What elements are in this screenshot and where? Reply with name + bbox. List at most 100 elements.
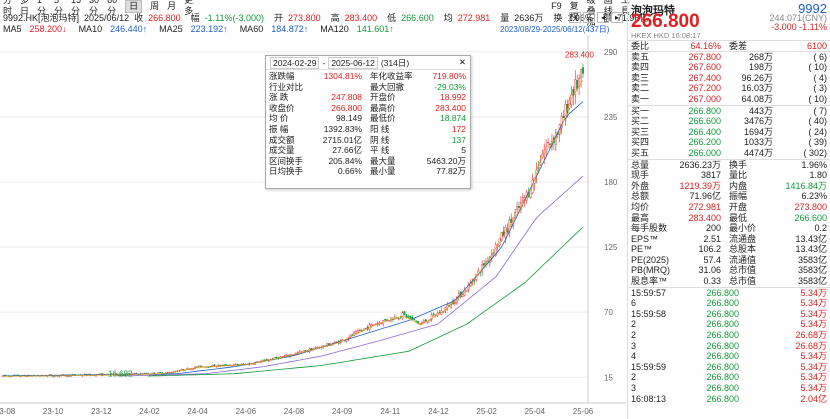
bid-row[interactable]: 买四 266.200 1033万 ( 39) xyxy=(628,137,830,148)
tab-2[interactable]: 1分 xyxy=(37,0,47,16)
stats-cell: 均价 xyxy=(631,201,650,212)
stats-cell: 2636.23万 xyxy=(679,159,721,170)
tab-0[interactable]: 分时 xyxy=(3,0,13,16)
tab-6[interactable]: 60分 xyxy=(107,0,118,16)
popup-table: 涨跌幅 1304.81% 年化收益率 719.80% 行业对比 最大回撤 -29.03% 涨 … xyxy=(266,71,470,177)
book-cell: ( 39) xyxy=(808,137,827,148)
candle-body xyxy=(364,327,367,329)
stats-table: 总量 2636.23万 换手 1.96% 现手 3817 量比 1.80 外盘 1219.39万内… xyxy=(628,158,830,287)
ask-row[interactable]: 卖二 267.200 16.03万 ( 3) xyxy=(628,83,830,94)
candle-body xyxy=(401,312,404,319)
change-pct: -1.11% xyxy=(799,22,827,32)
close-icon[interactable]: ✕ xyxy=(458,57,466,67)
tick-cell: 5.34万 xyxy=(800,308,827,319)
candle-body xyxy=(419,323,421,325)
tab-8[interactable]: 周 xyxy=(150,0,160,11)
candle-body xyxy=(421,322,423,324)
change-abs: -3.000 xyxy=(771,22,797,32)
y-tick-label: 15 xyxy=(604,373,613,382)
tick-row: 15:59:59 266.800 5.34万 xyxy=(628,362,830,373)
tool-1[interactable]: 前复权 xyxy=(569,0,579,22)
stock-code: 9992.HK[泡泡玛特] xyxy=(3,13,80,23)
candle-body xyxy=(514,212,517,219)
book-cell: 卖二 xyxy=(631,83,650,94)
book-cell: 268万 xyxy=(748,51,773,62)
stats-cell: 每手股数 xyxy=(631,223,668,234)
stats-cell: 流通盘 xyxy=(729,233,757,244)
bid-row[interactable]: 买三 266.400 1694万 ( 24) xyxy=(628,127,830,138)
tick-cell: 2.04亿 xyxy=(800,393,827,404)
stats-row: 总量 2636.23万 换手 1.96% xyxy=(628,160,830,171)
tab-5[interactable]: 30分 xyxy=(89,0,100,16)
stats-row: 现手 3817 量比 1.80 xyxy=(628,170,830,181)
tick-cell: 5.34万 xyxy=(800,351,827,362)
wei-value: 64.16% xyxy=(690,41,721,51)
tool-4[interactable]: 工具 xyxy=(620,0,630,16)
book-cell: 64.08万 xyxy=(741,93,773,104)
popup-cell: 266.800 xyxy=(331,102,362,113)
candle-body xyxy=(518,206,520,208)
y-tick-label: 290 xyxy=(604,48,618,57)
popup-row: 涨 跌 247.808 开盘价 18.992 xyxy=(266,92,470,103)
popup-cell: 收盘价 xyxy=(269,102,295,113)
tick-cell: 15:59:59 xyxy=(631,361,667,372)
popup-end-date[interactable]: 2025-06-12 xyxy=(328,56,378,69)
ma-line-ma60 xyxy=(118,175,584,377)
y-tick-label: 180 xyxy=(604,178,618,187)
chart-ctrl-button-0[interactable]: + xyxy=(569,12,581,23)
bid-row[interactable]: 买五 266.000 4474万 ( 302) xyxy=(628,148,830,159)
popup-cell: -29.03% xyxy=(434,81,466,92)
stats-cell: 总额 xyxy=(631,191,650,202)
popup-cell xyxy=(312,82,364,93)
bid-row[interactable]: 买二 266.600 3476万 ( 40) xyxy=(628,116,830,127)
tick-cell: 2 xyxy=(631,330,637,341)
stats-cell: 266.600 xyxy=(794,212,827,223)
book-cell: 4474万 xyxy=(743,147,773,158)
popup-cell: 最大回撤 xyxy=(370,81,405,92)
book-cell: 买二 xyxy=(631,116,650,127)
book-cell: 卖一 xyxy=(631,93,650,104)
book-cell: 买四 xyxy=(631,137,650,148)
tool-3[interactable]: 画线 xyxy=(603,0,613,16)
wei-label: 委比 xyxy=(631,41,650,51)
candle-body xyxy=(562,115,565,118)
chart-ctrl-button-1[interactable]: − xyxy=(583,12,595,23)
stats-row: PE(2025) 57.4 流通值 3583亿 xyxy=(628,255,830,266)
ask-row[interactable]: 卖三 267.400 96.26万 ( 4) xyxy=(628,73,830,84)
tool-0[interactable]: F9 xyxy=(551,0,562,11)
candle-body xyxy=(275,357,278,359)
bid-row[interactable]: 买一 266.800 443万 ( 7) xyxy=(628,106,830,117)
tab-3[interactable]: 5分 xyxy=(54,0,64,16)
book-cell: 1694万 xyxy=(743,126,773,137)
popup-start-date[interactable]: 2024-02-29 xyxy=(270,56,320,69)
candle-body xyxy=(128,373,130,375)
stats-row: 最高 283.400 最低 266.600 xyxy=(628,213,830,224)
market-info: HKEX HKD 16:08:17 xyxy=(631,31,701,40)
chart-ctrl-button-2[interactable]: ◂ xyxy=(597,12,609,23)
stats-cell: 0.33 xyxy=(703,276,721,287)
popup-cell: 最大量 xyxy=(370,155,396,166)
stats-cell: 1416.84万 xyxy=(785,180,827,191)
chart-ctrl-button-3[interactable]: ▸ xyxy=(611,12,623,23)
book-cell: 267.800 xyxy=(688,51,721,62)
book-cell: ( 6) xyxy=(813,51,828,62)
tab-7[interactable]: 日 xyxy=(125,0,143,13)
tick-cell: 266.800 xyxy=(706,319,739,330)
candle-body xyxy=(384,319,387,321)
tab-4[interactable]: 15分 xyxy=(71,0,82,16)
ma-value: 258.200↓ xyxy=(29,24,67,34)
tab-10[interactable]: 更多 xyxy=(184,0,194,16)
ask-row[interactable]: 卖四 267.600 198万 ( 10) xyxy=(628,62,830,73)
ask-book: 卖五 267.800 268万 ( 6) 卖四 267.600 198万 ( 10) 卖三 267… xyxy=(628,50,830,105)
ask-row[interactable]: 卖五 267.800 268万 ( 6) xyxy=(628,52,830,63)
tab-1[interactable]: 多日 xyxy=(20,0,30,16)
tick-row: 4 266.800 5.34万 xyxy=(628,351,830,362)
amt-label: 额 xyxy=(602,13,612,23)
ask-row[interactable]: 卖一 267.000 64.08万 ( 10) xyxy=(628,94,830,105)
tick-cell: 266.800 xyxy=(706,393,739,404)
x-tick-label: 23-08 xyxy=(0,407,16,416)
stats-row: 股息率™ 0.33 总市值 3583亿 xyxy=(628,276,830,287)
stats-cell: 3583亿 xyxy=(797,254,827,265)
book-cell: 267.600 xyxy=(688,62,721,73)
tab-9[interactable]: 月 xyxy=(167,0,177,11)
